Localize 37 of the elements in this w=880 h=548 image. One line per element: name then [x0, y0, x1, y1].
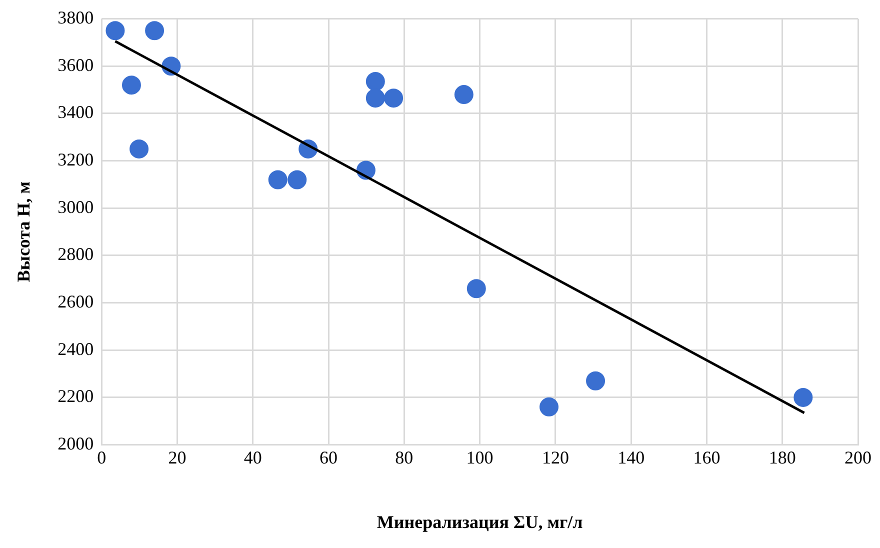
x-tick-label: 60: [320, 447, 338, 468]
point: [130, 139, 149, 158]
x-tick-label: 40: [244, 447, 262, 468]
point: [454, 85, 474, 104]
point: [794, 388, 813, 407]
y-tick-label: 2200: [58, 386, 94, 406]
point: [540, 397, 559, 416]
x-tick-label: 140: [618, 447, 645, 468]
point: [268, 170, 288, 190]
x-axis-title: Минерализация ΣU, мг/л: [376, 512, 583, 532]
point: [466, 279, 486, 298]
x-tick-label: 120: [542, 447, 569, 468]
x-tick-label: 180: [768, 447, 796, 468]
y-tick-label: 3800: [58, 8, 94, 28]
point: [106, 21, 125, 40]
x-tick-label: 80: [395, 447, 414, 468]
y-tick-label: 2600: [58, 292, 94, 312]
point: [586, 371, 606, 390]
y-tick-label: 3600: [58, 54, 94, 75]
y-tick-label: 2800: [58, 244, 94, 264]
x-tick-label: 100: [466, 447, 494, 468]
x-tick-label: 20: [168, 447, 186, 468]
y-tick-label: 3000: [58, 196, 94, 217]
point: [288, 170, 307, 190]
y-tick-label: 3200: [58, 150, 94, 170]
point: [384, 88, 404, 108]
y-tick-label: 3400: [58, 102, 94, 122]
x-tick-label: 0: [97, 447, 106, 468]
y-axis-title: Высота Н, м: [13, 181, 34, 282]
point: [366, 88, 385, 108]
y-tick-label: 2400: [58, 338, 94, 359]
point: [122, 76, 141, 95]
y-tick-label: 2000: [58, 434, 94, 454]
point: [145, 21, 164, 40]
x-tick-label: 200: [844, 447, 872, 468]
x-tick-label: 160: [693, 447, 720, 468]
point: [366, 72, 385, 92]
